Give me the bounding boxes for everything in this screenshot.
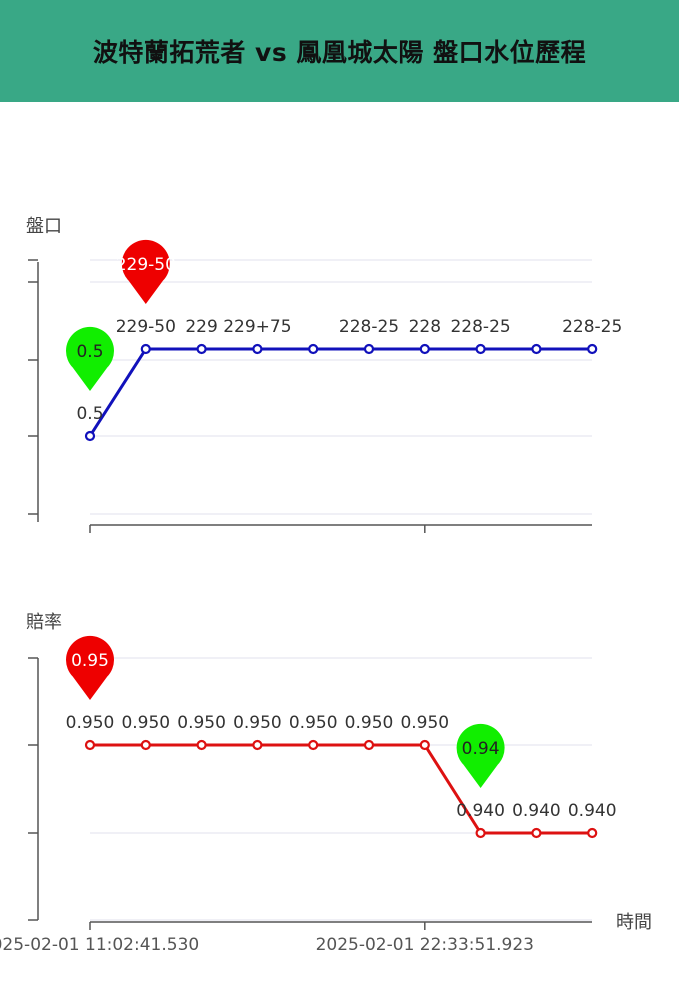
page-header: 波特蘭拓荒者 vs 鳳凰城太陽 盤口水位歷程 <box>0 0 679 102</box>
data-label: 229 <box>185 317 217 337</box>
series-line <box>88 347 593 437</box>
page-title: 波特蘭拓荒者 vs 鳳凰城太陽 盤口水位歷程 <box>92 38 587 67</box>
pin-label: 0.94 <box>462 739 500 759</box>
odds-series <box>84 739 598 839</box>
pin-label: 0.95 <box>71 651 109 671</box>
data-point <box>419 343 430 355</box>
data-label: 0.950 <box>289 713 338 733</box>
min-pin: 0.5 <box>66 326 115 391</box>
data-point <box>196 739 207 751</box>
data-point <box>419 739 430 751</box>
data-point <box>363 739 375 751</box>
x-tick-label: 2025-02-01 22:33:51.923 <box>316 935 534 955</box>
data-point <box>140 343 151 355</box>
data-point <box>140 739 151 751</box>
data-point <box>475 827 486 839</box>
data-point <box>196 343 207 355</box>
data-label: 0.950 <box>233 713 282 733</box>
pin-marker <box>66 326 115 391</box>
odds-pins: 0.95 0.94 <box>66 635 505 788</box>
data-label: 0.950 <box>66 713 115 733</box>
pin-label: 229-50 <box>116 255 176 275</box>
odds-y-ticks <box>28 657 38 921</box>
odds-chart: 賠率 時間 2025-02-01 11:02:41.530 2025-02-01 … <box>0 612 652 955</box>
handicap-gridlines <box>90 259 592 515</box>
data-label: 0.950 <box>177 713 226 733</box>
data-label: 0.940 <box>456 801 505 821</box>
data-point <box>587 343 598 355</box>
max-pin: 229-50 <box>116 239 176 304</box>
data-label: 229+75 <box>223 317 291 337</box>
handicap-y-ticks <box>28 259 38 515</box>
odds-gridlines <box>90 657 592 921</box>
data-label: 0.5 <box>76 404 103 424</box>
data-label: 228-25 <box>450 317 510 337</box>
pin-marker <box>66 635 114 700</box>
series-line <box>90 743 593 835</box>
pin-label: 0.5 <box>76 342 103 362</box>
data-point <box>308 739 319 751</box>
handicap-axis-title: 盤口 <box>26 216 62 237</box>
data-label: 0.940 <box>512 801 561 821</box>
data-point <box>84 739 96 751</box>
data-point <box>587 827 598 839</box>
pin-marker <box>121 239 170 304</box>
handicap-pins: 229-50 0.5 <box>66 239 176 391</box>
charts-canvas: 盤口 0.5 229-50 229 229+75 228-25 228 228-25 228-… <box>0 216 652 955</box>
data-point <box>84 430 96 442</box>
pin-marker <box>456 723 505 788</box>
data-label: 229-50 <box>116 317 176 337</box>
data-point <box>252 343 263 355</box>
data-label: 228-25 <box>562 317 622 337</box>
data-label: 228-25 <box>339 317 399 337</box>
data-point <box>531 343 542 355</box>
data-point <box>308 343 319 355</box>
handicap-series <box>84 343 598 442</box>
odds-x-ticks: 2025-02-01 11:02:41.530 2025-02-01 22:33:… <box>0 922 534 955</box>
x-tick-label: 2025-02-01 11:02:41.530 <box>0 935 199 955</box>
data-label: 0.940 <box>568 801 617 821</box>
data-label: 0.950 <box>400 713 449 733</box>
data-label: 0.950 <box>121 713 170 733</box>
max-pin: 0.95 <box>66 635 114 700</box>
handicap-chart: 盤口 0.5 229-50 229 229+75 228-25 228 228-25 228-… <box>26 216 622 533</box>
data-point <box>363 343 375 355</box>
data-point <box>531 827 542 839</box>
data-point <box>475 343 486 355</box>
handicap-x-ticks <box>89 525 426 533</box>
handicap-data-labels: 0.5 229-50 229 229+75 228-25 228 228-25 228-25 <box>76 317 622 424</box>
data-label: 0.950 <box>345 713 394 733</box>
data-point <box>252 739 263 751</box>
data-label: 228 <box>409 317 441 337</box>
odds-data-labels: 0.950 0.950 0.950 0.950 0.950 0.950 0.9500.940… <box>66 713 617 821</box>
odds-x-axis-title: 時間 <box>616 912 652 933</box>
min-pin: 0.94 <box>456 723 505 788</box>
odds-axis-title: 賠率 <box>26 612 62 633</box>
